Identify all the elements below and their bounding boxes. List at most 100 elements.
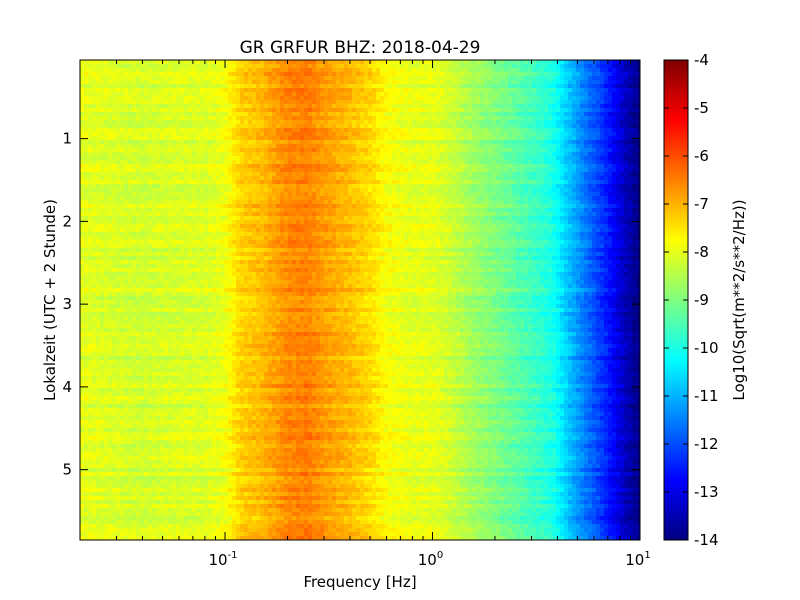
heatmap-cell [196, 200, 201, 205]
heatmap-cell [132, 496, 137, 501]
heatmap-cell [80, 216, 85, 221]
heatmap-cell [228, 420, 233, 425]
heatmap-cell [88, 148, 93, 153]
heatmap-cell [224, 172, 229, 177]
heatmap-cell [104, 392, 109, 397]
heatmap-cell [124, 216, 129, 221]
heatmap-cell [216, 168, 221, 173]
heatmap-cell [128, 372, 133, 377]
heatmap-cell [88, 460, 93, 465]
heatmap-cell [216, 92, 221, 97]
heatmap-cell [92, 216, 97, 221]
heatmap-cell [88, 296, 93, 301]
heatmap-cell [80, 68, 85, 73]
heatmap-cell [88, 500, 93, 505]
heatmap-cell [224, 220, 229, 225]
heatmap-cell [188, 276, 193, 281]
heatmap-cell [88, 496, 93, 501]
heatmap-cell [160, 276, 165, 281]
heatmap-cell [188, 520, 193, 525]
heatmap-cell [104, 404, 109, 409]
heatmap-cell [208, 500, 213, 505]
heatmap-cell [180, 380, 185, 385]
heatmap-cell [184, 412, 189, 417]
heatmap-cell [112, 376, 117, 381]
heatmap-cell [148, 160, 153, 165]
heatmap-cell [184, 524, 189, 529]
heatmap-cell [200, 348, 205, 353]
heatmap-cell [228, 328, 233, 333]
heatmap-cell [236, 64, 241, 69]
heatmap-cell [232, 324, 237, 329]
heatmap-cell [128, 524, 133, 529]
heatmap-cell [120, 320, 125, 325]
heatmap-cell [80, 144, 85, 149]
heatmap-cell [120, 136, 125, 141]
heatmap-cell [112, 304, 117, 309]
heatmap-cell [232, 276, 237, 281]
heatmap-cell [120, 312, 125, 317]
heatmap-cell [124, 340, 129, 345]
heatmap-cell [112, 528, 117, 533]
heatmap-cell [168, 184, 173, 189]
heatmap-cell [148, 248, 153, 253]
heatmap-cell [240, 396, 245, 401]
heatmap-cell [240, 340, 245, 345]
heatmap-cell [152, 516, 157, 521]
heatmap-cell [96, 408, 101, 413]
heatmap-cell [236, 516, 241, 521]
heatmap-cell [212, 388, 217, 393]
heatmap-cell [92, 468, 97, 473]
heatmap-cell [156, 68, 161, 73]
heatmap-cell [92, 128, 97, 133]
heatmap-cell [132, 172, 137, 177]
heatmap-cell [172, 316, 177, 321]
heatmap-cell [188, 104, 193, 109]
heatmap-cell [148, 388, 153, 393]
heatmap-cell [220, 460, 225, 465]
heatmap-cell [152, 96, 157, 101]
heatmap-cell [232, 176, 237, 181]
heatmap-cell [128, 108, 133, 113]
heatmap-cell [136, 212, 141, 217]
heatmap-cell [232, 532, 237, 537]
heatmap-cell [144, 208, 149, 213]
heatmap-cell [96, 424, 101, 429]
heatmap-cell [148, 64, 153, 69]
heatmap-cell [180, 176, 185, 181]
heatmap-cell [92, 200, 97, 205]
heatmap-cell [128, 460, 133, 465]
heatmap-cell [204, 340, 209, 345]
heatmap-cell [240, 192, 245, 197]
heatmap-cell [176, 516, 181, 521]
heatmap-cell [184, 268, 189, 273]
heatmap-cell [124, 180, 129, 185]
heatmap-cell [204, 520, 209, 525]
heatmap-cell [204, 200, 209, 205]
heatmap-cell [208, 240, 213, 245]
heatmap-cell [224, 180, 229, 185]
heatmap-cell [164, 80, 169, 85]
heatmap-cell [124, 200, 129, 205]
heatmap-cell [144, 140, 149, 145]
heatmap-cell [120, 248, 125, 253]
heatmap-cell [100, 336, 105, 341]
heatmap-cell [112, 388, 117, 393]
heatmap-cell [236, 384, 241, 389]
heatmap-cell [136, 456, 141, 461]
heatmap-cell [172, 176, 177, 181]
heatmap-cell [176, 92, 181, 97]
heatmap-cell [148, 412, 153, 417]
heatmap-cell [152, 384, 157, 389]
heatmap-cell [240, 188, 245, 193]
heatmap-cell [152, 296, 157, 301]
heatmap-cell [188, 252, 193, 257]
heatmap-cell [156, 176, 161, 181]
heatmap-cell [144, 440, 149, 445]
heatmap-cell [108, 228, 113, 233]
heatmap-cell [104, 256, 109, 261]
heatmap-cell [212, 372, 217, 377]
heatmap-cell [188, 204, 193, 209]
heatmap-cell [160, 440, 165, 445]
heatmap-cell [112, 60, 117, 65]
